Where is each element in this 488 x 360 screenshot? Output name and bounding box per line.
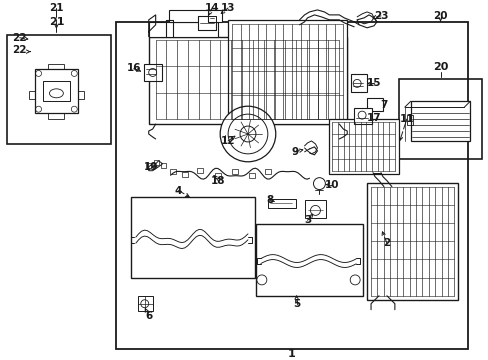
Text: 9: 9: [290, 147, 298, 157]
Text: 4: 4: [174, 185, 182, 195]
Circle shape: [310, 206, 320, 215]
Text: 11: 11: [399, 114, 413, 124]
Text: 6: 6: [145, 311, 152, 321]
Text: 16: 16: [126, 63, 141, 73]
Bar: [232, 169, 238, 174]
Bar: [116, 22, 468, 349]
Bar: [143, 63, 162, 81]
Text: 21: 21: [49, 17, 64, 27]
Text: 23: 23: [373, 11, 387, 21]
Text: 19: 19: [143, 162, 158, 172]
Text: 22: 22: [12, 33, 27, 43]
Text: 20: 20: [432, 11, 447, 21]
Bar: [264, 169, 270, 174]
Text: 5: 5: [292, 299, 300, 309]
Bar: [248, 173, 254, 178]
Text: 20: 20: [432, 63, 447, 72]
Bar: [198, 16, 216, 30]
Bar: [304, 201, 325, 219]
Bar: [146, 163, 151, 168]
Bar: [131, 197, 254, 278]
Bar: [353, 108, 371, 124]
Bar: [148, 37, 346, 124]
Text: 13: 13: [221, 3, 235, 13]
Bar: [48, 113, 64, 119]
Text: 17: 17: [366, 113, 381, 123]
Bar: [154, 160, 159, 165]
Bar: [29, 91, 35, 99]
Circle shape: [240, 126, 255, 142]
Bar: [48, 63, 64, 69]
Text: 8: 8: [265, 195, 273, 206]
Bar: [255, 224, 363, 296]
Bar: [215, 173, 221, 178]
Bar: [366, 98, 382, 111]
Text: 18: 18: [210, 176, 225, 186]
Bar: [35, 69, 78, 113]
Bar: [42, 81, 70, 101]
Circle shape: [256, 275, 266, 285]
Bar: [329, 119, 398, 174]
Text: 2: 2: [383, 238, 390, 248]
Bar: [350, 75, 366, 92]
Bar: [406, 115, 412, 125]
Bar: [78, 91, 84, 99]
Bar: [148, 22, 218, 37]
Bar: [208, 10, 222, 22]
Bar: [410, 101, 469, 141]
Text: 1: 1: [287, 349, 295, 359]
Circle shape: [349, 275, 359, 285]
Bar: [7, 35, 111, 144]
Bar: [366, 183, 457, 300]
Circle shape: [220, 106, 275, 162]
Bar: [228, 20, 346, 124]
Text: 7: 7: [380, 100, 387, 110]
Bar: [138, 296, 152, 311]
Bar: [169, 169, 175, 174]
Bar: [168, 10, 218, 22]
Text: 22: 22: [12, 45, 27, 55]
Text: 14: 14: [204, 3, 219, 13]
Text: 10: 10: [325, 180, 339, 190]
Text: 12: 12: [221, 136, 235, 146]
Bar: [267, 198, 295, 208]
Circle shape: [313, 178, 325, 190]
Bar: [182, 172, 188, 177]
Text: 21: 21: [49, 3, 63, 13]
Bar: [398, 80, 481, 159]
Text: 15: 15: [366, 78, 381, 88]
Circle shape: [228, 114, 267, 154]
Bar: [197, 168, 203, 173]
Text: 3: 3: [303, 215, 310, 225]
Bar: [161, 163, 166, 168]
